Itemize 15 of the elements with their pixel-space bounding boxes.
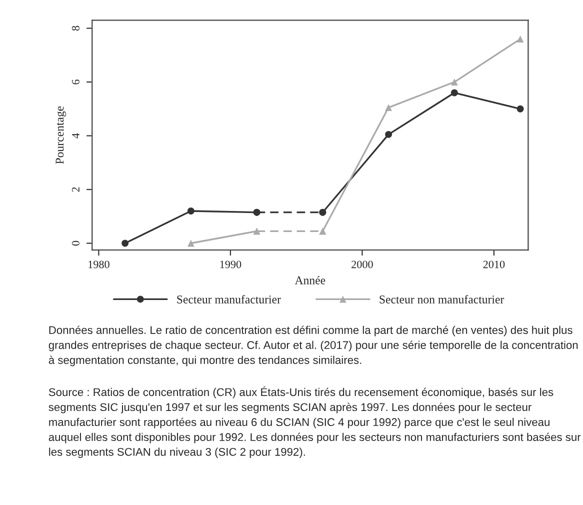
legend-label: Secteur manufacturier xyxy=(177,295,281,304)
y-tick-label: 0 xyxy=(72,240,80,246)
text: Données annuelles. Le ratio de concentration est défini comme la part de marché (en ventes) des huit plus grandes entreprises de chaque secteur. Cf. Autor et al. (2017) pour une série temporelle de la concentration à segmentation constante, qui montre des tendances similaires. xyxy=(48,326,578,366)
x-axis-title: Année xyxy=(294,276,326,284)
y-tick-label: 2 xyxy=(72,187,80,192)
x-tick-label: 2000 xyxy=(352,260,373,268)
y-tick-label: 8 xyxy=(72,26,80,31)
x-tick-label: 2010 xyxy=(483,260,505,268)
x-tick-label: 1990 xyxy=(220,260,242,268)
legend-label: Secteur non manufacturier xyxy=(380,295,504,304)
y-axis-title: Pourcentage xyxy=(56,106,66,164)
y-tick-label: 6 xyxy=(72,80,80,84)
y-tick-label: 4 xyxy=(72,133,80,138)
x-tick-label: 1980 xyxy=(88,260,110,268)
source-note: Source : Ratios de concentration (CR) aux États-Unis tirés du recensement économique, basés sur les segments SIC jusqu'en 1997 et sur les segments SCIAN après 1997. Les données pour le secteur manufacturier sont rapportées au niveau 6 du SCIAN (SIC 4 pour 1992) parce que c'est le seul niveau auquel elles sont disponibles pour 1992. Les données pour les secteurs non manufacturiers sont basées sur les segments SCIAN du niveau 3 (SIC 2 pour 1992). xyxy=(48,386,581,458)
